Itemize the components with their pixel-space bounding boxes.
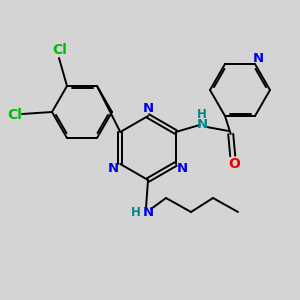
Text: Cl: Cl [8,108,22,122]
Text: N: N [108,161,119,175]
Text: N: N [252,52,264,64]
Text: Cl: Cl [52,43,68,57]
Text: N: N [142,103,154,116]
Text: N: N [177,161,188,175]
Text: H: H [197,109,207,122]
Text: N: N [197,118,208,131]
Text: O: O [228,157,240,171]
Text: H: H [131,206,141,220]
Text: N: N [142,206,154,218]
